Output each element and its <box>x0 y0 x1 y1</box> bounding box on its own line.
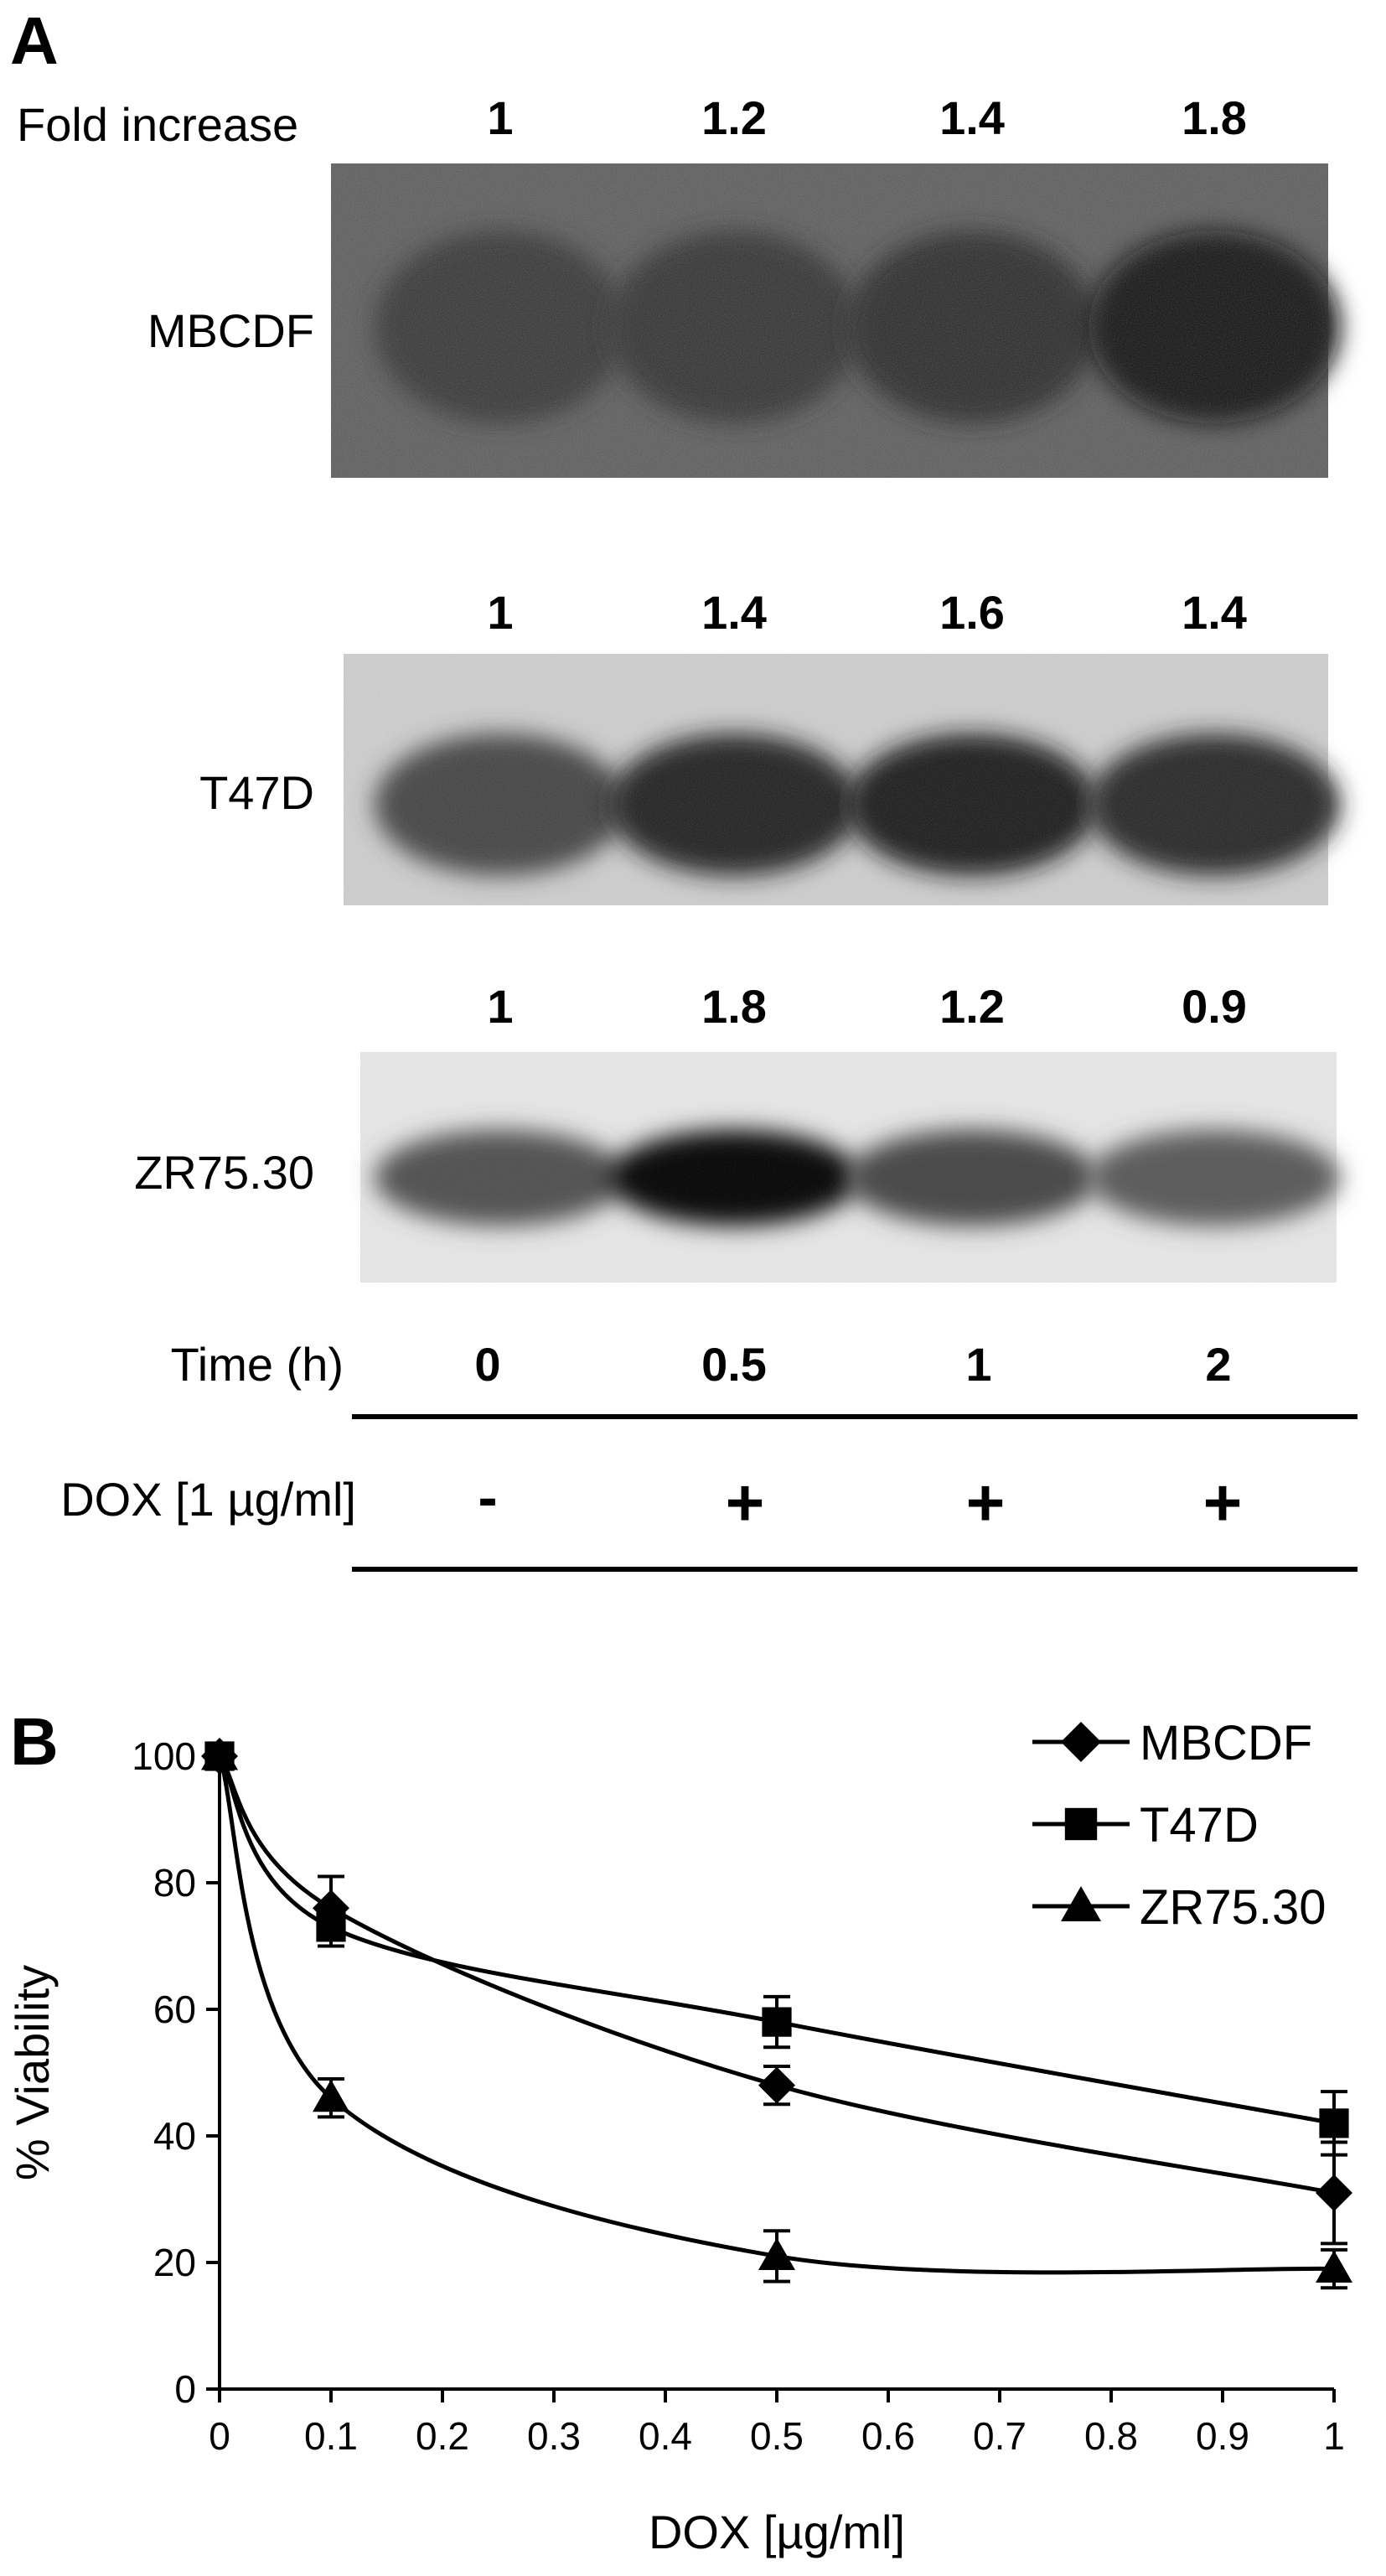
time-value: 1 <box>965 1338 991 1391</box>
cell-line-label: ZR75.30 <box>134 1146 314 1199</box>
data-point <box>313 2079 349 2112</box>
viability-chart: % Viability DOX [µg/ml] 0 20 40 60 80 100 0 0.1… <box>6 1716 1352 2558</box>
data-point <box>316 1912 346 1942</box>
legend: MBCDF T47D ZR75.30 <box>1032 1716 1326 1935</box>
x-tick-label: 0.1 <box>304 2414 358 2458</box>
dox-value: + <box>966 1465 1006 1540</box>
y-tick-label: 60 <box>153 1988 196 2031</box>
panel-b-letter: B <box>10 1704 59 1779</box>
data-point <box>1316 2174 1352 2211</box>
data-point <box>762 2007 792 2037</box>
dox-value: - <box>478 1464 497 1530</box>
blot-grain <box>331 163 1328 478</box>
dox-label: DOX [1 µg/ml] <box>60 1473 356 1526</box>
blot-zr7530: 1 1.8 1.2 0.9 ZR75.30 <box>134 980 1340 1283</box>
series-line <box>217 1754 1335 2195</box>
x-tick-label: 0.9 <box>1196 2414 1249 2458</box>
time-value: 0 <box>474 1338 500 1391</box>
fold-value: 1.4 <box>1182 586 1247 639</box>
panel-a: A Fold increase 1 1.2 1.4 1.8 MBCDF 1 1.… <box>10 3 1358 1572</box>
x-tick-label: 0.2 <box>416 2414 469 2458</box>
fold-value: 1.4 <box>701 586 767 639</box>
cell-line-label: MBCDF <box>147 304 314 357</box>
data-point <box>758 2237 795 2270</box>
fold-value: 1.6 <box>939 586 1005 639</box>
y-tick-label: 80 <box>153 1861 196 1905</box>
fold-value: 1 <box>487 586 513 639</box>
fold-value: 1.4 <box>939 91 1005 144</box>
cell-line-label: T47D <box>199 766 314 819</box>
fold-value: 1.2 <box>701 91 767 144</box>
x-axis-label: DOX [µg/ml] <box>649 2506 905 2558</box>
data-point <box>758 2066 795 2104</box>
time-label: Time (h) <box>171 1338 344 1391</box>
fold-value: 0.9 <box>1182 980 1247 1033</box>
data-point <box>1316 2250 1352 2283</box>
x-tick-label: 0.6 <box>861 2414 915 2458</box>
time-value: 0.5 <box>701 1338 767 1391</box>
legend-label: ZR75.30 <box>1140 1880 1326 1935</box>
y-tick-label: 100 <box>132 1734 196 1778</box>
x-tick-label: 0.4 <box>639 2414 692 2458</box>
legend-label: T47D <box>1140 1798 1259 1853</box>
x-tick-label: 0.7 <box>973 2414 1027 2458</box>
series-zr75-30 <box>201 1738 1352 2290</box>
dox-value: + <box>726 1465 765 1540</box>
fold-increase-label: Fold increase <box>17 98 298 151</box>
x-tick-label: 0.8 <box>1084 2414 1138 2458</box>
panel-b: B % Viability DOX [µg/ml] 0 20 40 60 80 100 0 0… <box>6 1704 1352 2558</box>
legend-label: MBCDF <box>1140 1716 1312 1770</box>
x-tick-label: 0 <box>209 2414 230 2458</box>
fold-value: 1.8 <box>1182 91 1247 144</box>
fold-value: 1.8 <box>701 980 767 1033</box>
data-point <box>201 1738 238 1770</box>
y-tick-label: 0 <box>174 2367 196 2411</box>
y-tick-label: 40 <box>153 2114 196 2158</box>
legend-marker <box>1061 1886 1101 1921</box>
blot-grain <box>360 1052 1337 1283</box>
blot-mbcdf: 1 1.2 1.4 1.8 MBCDF <box>147 91 1340 478</box>
x-tick-label: 0.3 <box>527 2414 581 2458</box>
blot-grain <box>344 654 1328 905</box>
x-tick-label: 0.5 <box>750 2414 804 2458</box>
fold-value: 1 <box>487 91 513 144</box>
series-line <box>217 1755 1335 2275</box>
blot-t47d: 1 1.4 1.6 1.4 T47D <box>199 586 1340 905</box>
data-point <box>1319 2108 1349 2138</box>
fold-value: 1.2 <box>939 980 1005 1033</box>
dox-value: + <box>1203 1465 1243 1540</box>
legend-marker <box>1064 1807 1098 1841</box>
series-line <box>217 1754 1335 2126</box>
y-axis-label: % Viability <box>6 1965 59 2180</box>
y-tick-label: 20 <box>153 2241 196 2284</box>
time-value: 2 <box>1205 1338 1231 1391</box>
x-tick-label: 1 <box>1323 2414 1345 2458</box>
panel-a-letter: A <box>10 3 59 78</box>
fold-value: 1 <box>487 980 513 1033</box>
legend-marker <box>1061 1722 1101 1762</box>
